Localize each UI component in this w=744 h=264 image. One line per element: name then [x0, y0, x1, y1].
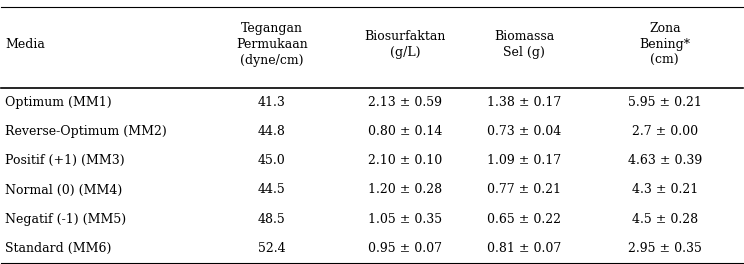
Text: 1.05 ± 0.35: 1.05 ± 0.35 — [368, 213, 443, 226]
Text: 41.3: 41.3 — [258, 96, 286, 109]
Text: 48.5: 48.5 — [258, 213, 286, 226]
Text: 0.77 ± 0.21: 0.77 ± 0.21 — [487, 183, 561, 196]
Text: 2.7 ± 0.00: 2.7 ± 0.00 — [632, 125, 698, 138]
Text: 0.81 ± 0.07: 0.81 ± 0.07 — [487, 242, 561, 255]
Text: Negatif (-1) (MM5): Negatif (-1) (MM5) — [5, 213, 126, 226]
Text: 52.4: 52.4 — [258, 242, 286, 255]
Text: 1.38 ± 0.17: 1.38 ± 0.17 — [487, 96, 561, 109]
Text: Zona
Bening*
(cm): Zona Bening* (cm) — [639, 22, 690, 67]
Text: 2.10 ± 0.10: 2.10 ± 0.10 — [368, 154, 443, 167]
Text: Optimum (MM1): Optimum (MM1) — [5, 96, 112, 109]
Text: Reverse-Optimum (MM2): Reverse-Optimum (MM2) — [5, 125, 167, 138]
Text: Biomassa
Sel (g): Biomassa Sel (g) — [494, 30, 554, 59]
Text: 0.65 ± 0.22: 0.65 ± 0.22 — [487, 213, 561, 226]
Text: Normal (0) (MM4): Normal (0) (MM4) — [5, 183, 122, 196]
Text: Standard (MM6): Standard (MM6) — [5, 242, 112, 255]
Text: 0.95 ± 0.07: 0.95 ± 0.07 — [368, 242, 443, 255]
Text: 0.80 ± 0.14: 0.80 ± 0.14 — [368, 125, 443, 138]
Text: 0.73 ± 0.04: 0.73 ± 0.04 — [487, 125, 561, 138]
Text: Biosurfaktan
(g/L): Biosurfaktan (g/L) — [365, 30, 446, 59]
Text: 44.5: 44.5 — [258, 183, 286, 196]
Text: Positif (+1) (MM3): Positif (+1) (MM3) — [5, 154, 125, 167]
Text: 5.95 ± 0.21: 5.95 ± 0.21 — [628, 96, 702, 109]
Text: 4.5 ± 0.28: 4.5 ± 0.28 — [632, 213, 698, 226]
Text: 2.13 ± 0.59: 2.13 ± 0.59 — [368, 96, 443, 109]
Text: 1.09 ± 0.17: 1.09 ± 0.17 — [487, 154, 561, 167]
Text: 4.3 ± 0.21: 4.3 ± 0.21 — [632, 183, 698, 196]
Text: 2.95 ± 0.35: 2.95 ± 0.35 — [628, 242, 702, 255]
Text: 45.0: 45.0 — [258, 154, 286, 167]
Text: 1.20 ± 0.28: 1.20 ± 0.28 — [368, 183, 443, 196]
Text: 4.63 ± 0.39: 4.63 ± 0.39 — [628, 154, 702, 167]
Text: 44.8: 44.8 — [258, 125, 286, 138]
Text: Media: Media — [5, 38, 45, 51]
Text: Tegangan
Permukaan
(dyne/cm): Tegangan Permukaan (dyne/cm) — [236, 22, 308, 67]
